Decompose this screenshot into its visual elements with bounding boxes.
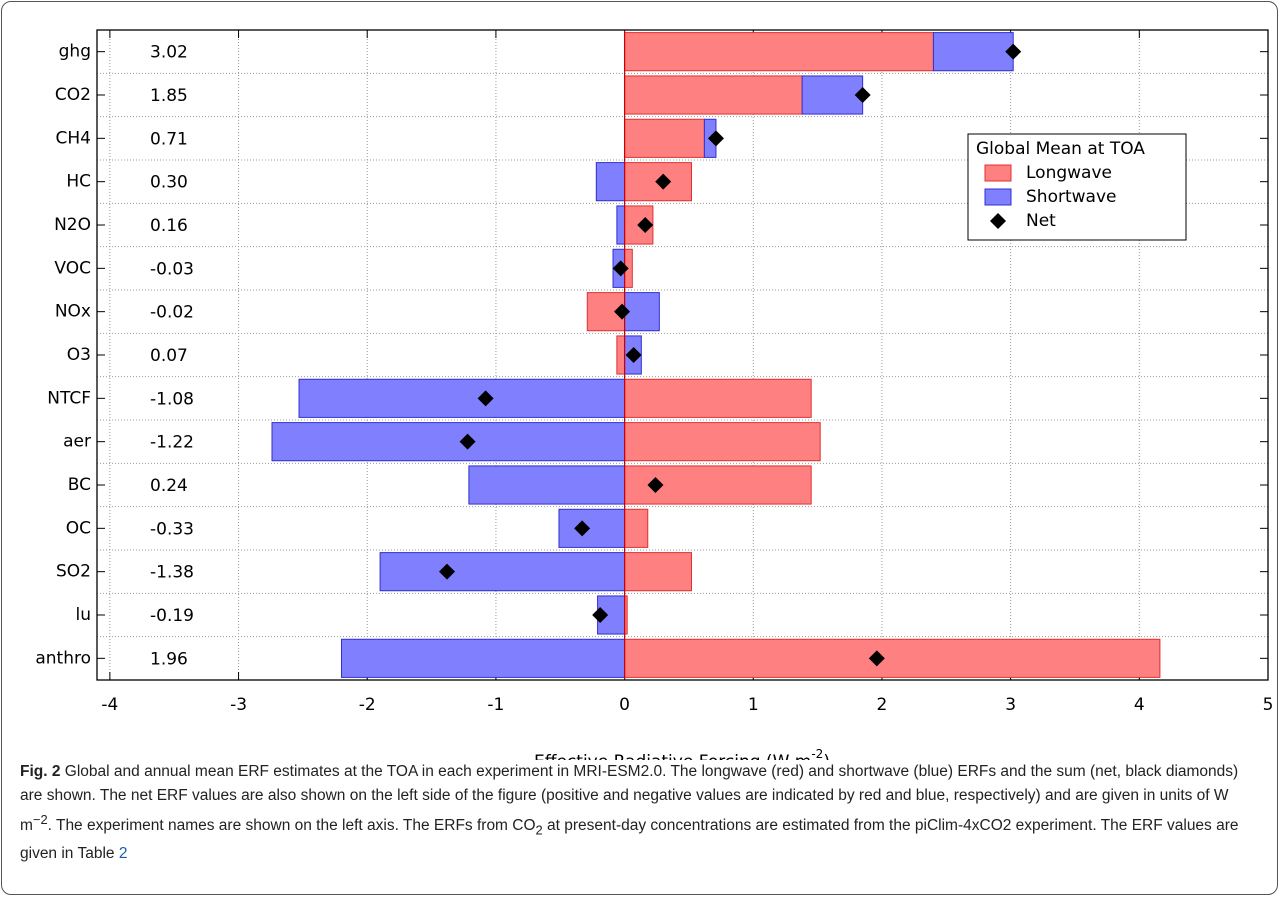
bar (558, 508, 626, 548)
value-label: -0.33 (150, 519, 194, 539)
y-tick-label: anthro (35, 648, 91, 668)
net-marker (612, 260, 629, 277)
value-label: 0.71 (150, 129, 188, 149)
bar (616, 205, 626, 245)
x-tick-label: -2 (359, 695, 376, 715)
value-label: 1.85 (150, 86, 188, 106)
value-label: -1.38 (150, 563, 194, 583)
bar (624, 118, 705, 158)
net-marker (439, 563, 456, 580)
legend-label: Shortwave (1026, 187, 1116, 207)
legend-swatch (984, 188, 1012, 206)
x-tick-label: 3 (1005, 695, 1016, 715)
y-tick-label: VOC (54, 258, 91, 278)
x-tick-label: -1 (487, 695, 504, 715)
bar (624, 508, 649, 548)
caption: Fig. 2 Global and annual mean ERF estima… (20, 760, 1260, 866)
bar (616, 335, 626, 375)
y-tick-label: N2O (54, 215, 91, 235)
bar (271, 422, 626, 462)
x-tick-label: 0 (619, 695, 630, 715)
value-label: -1.22 (150, 433, 194, 453)
net-marker (647, 477, 664, 493)
legend-marker (990, 213, 1006, 229)
net-marker (655, 173, 672, 190)
net-marker (459, 433, 476, 450)
legend-title: Global Mean at TOA (976, 139, 1145, 159)
net-marker (574, 520, 591, 537)
value-label: -0.02 (150, 303, 194, 323)
y-tick-label: NTCF (47, 388, 91, 408)
plot-frame (96, 29, 1269, 681)
y-tick-label: ghg (59, 42, 91, 62)
caption-sub: 2 (535, 822, 543, 838)
y-tick-label: CO2 (55, 85, 91, 105)
net-marker (592, 607, 609, 623)
x-axis-label-text: Effective Radiative Forcing (W m (534, 752, 811, 760)
value-label: -1.08 (150, 389, 194, 409)
legend-label: Net (1026, 211, 1056, 231)
x-axis-label-sup: -2 (811, 747, 823, 761)
y-tick-label: O3 (67, 345, 91, 365)
bar (595, 162, 626, 202)
bar (624, 75, 803, 115)
net-marker (637, 217, 654, 233)
bar (298, 378, 626, 418)
value-label: 0.16 (150, 216, 188, 236)
value-label: -0.19 (150, 606, 194, 626)
y-tick-label: CH4 (56, 128, 91, 148)
bar (932, 32, 1014, 72)
legend-swatch (984, 164, 1012, 182)
y-tick-label: OC (66, 518, 91, 538)
net-marker (625, 347, 642, 363)
bar (379, 552, 626, 592)
bar (801, 75, 864, 115)
net-marker (614, 303, 631, 320)
bar (340, 638, 626, 678)
net-marker (477, 390, 494, 407)
value-label: 0.30 (150, 173, 188, 193)
chart: Effective Radiative Forcing (W m-2) -4-3… (35, 29, 1274, 761)
bar (624, 378, 812, 418)
x-tick-label: -4 (101, 695, 118, 715)
net-marker (1005, 43, 1022, 60)
x-tick-label: 2 (877, 695, 888, 715)
caption-text: Global and annual mean ERF estimates at … (20, 763, 1239, 835)
y-tick-label: lu (76, 605, 92, 625)
y-tick-label: aer (63, 432, 91, 452)
net-marker (707, 130, 724, 147)
y-tick-label: NOx (55, 302, 91, 322)
y-tick-label: HC (66, 172, 91, 192)
legend-label: Longwave (1026, 163, 1112, 183)
value-label: 0.24 (150, 476, 188, 496)
caption-sup: −2 (32, 812, 48, 827)
value-label: 1.96 (150, 649, 188, 669)
net-marker (868, 650, 885, 667)
net-marker (854, 87, 871, 103)
value-label: 3.02 (150, 43, 188, 63)
x-tick-label: 5 (1263, 695, 1274, 715)
bar (624, 552, 693, 592)
x-axis-label: Effective Radiative Forcing (W m-2) (534, 747, 830, 761)
x-tick-label: -3 (230, 695, 247, 715)
bar (624, 422, 821, 462)
value-label: 0.07 (150, 346, 188, 366)
y-tick-label: SO2 (56, 562, 91, 582)
bar (624, 638, 1161, 678)
value-label: -0.03 (150, 259, 194, 279)
y-tick-label: BC (68, 475, 91, 495)
x-axis-label-end: ) (823, 752, 830, 760)
caption-text: at present-day concentrations are estima… (20, 817, 1239, 863)
caption-text: . The experiment names are shown on the … (47, 817, 536, 835)
caption-label: Fig. 2 (20, 763, 61, 780)
caption-link[interactable]: 2 (118, 845, 128, 863)
x-tick-label: 1 (748, 695, 759, 715)
bar (624, 32, 934, 72)
bar (468, 465, 626, 505)
x-tick-label: 4 (1134, 695, 1145, 715)
